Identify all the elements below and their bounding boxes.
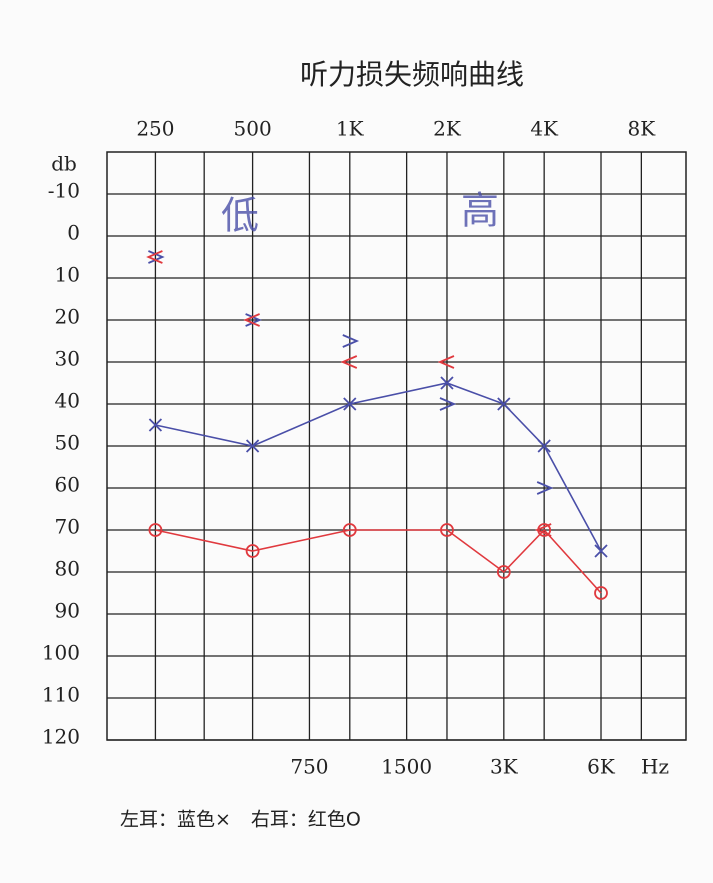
marker-x	[594, 544, 608, 558]
marker-lt	[243, 313, 260, 327]
marker-x	[245, 439, 260, 453]
x-tick-label: 2K	[433, 117, 462, 141]
x-unit: Hz	[641, 755, 669, 779]
y-tick-label: 110	[42, 683, 80, 707]
marker-x	[537, 439, 551, 453]
y-tick-label: 0	[67, 221, 80, 245]
y-tick-label: 90	[55, 599, 80, 623]
x2-tick-label: 6K	[587, 755, 616, 779]
y-tick-label: 70	[55, 515, 80, 539]
marker-o	[440, 523, 454, 537]
marker-x	[343, 397, 357, 411]
marker-o	[594, 586, 608, 600]
legend-entry: 右耳：红色O	[251, 809, 361, 831]
marker-gt	[148, 250, 165, 264]
y-tick-label: 80	[55, 557, 80, 581]
x-tick-label: 4K	[530, 117, 559, 141]
x-tick-label: 1K	[336, 117, 365, 141]
x2-tick-label: 1500	[381, 755, 432, 779]
marker-o	[245, 544, 260, 558]
x2-tick-label: 3K	[490, 755, 519, 779]
marker-gt	[245, 313, 262, 327]
y-tick-label: 10	[55, 263, 80, 287]
marker-x	[148, 418, 163, 432]
x-tick-label: 500	[234, 117, 272, 141]
x2-tick-label: 750	[290, 755, 328, 779]
y-tick-label: -10	[48, 179, 80, 203]
chart-title: 听力损失频响曲线	[300, 58, 524, 91]
hearing-line	[155, 528, 602, 594]
x-tick-label: 8K	[628, 117, 657, 141]
marker-lt	[534, 523, 552, 537]
marker-o	[342, 523, 357, 537]
x-tick-label: 250	[136, 117, 174, 141]
marker-lt	[146, 250, 163, 264]
marker-x	[497, 397, 511, 411]
y-tick-label: 50	[55, 431, 80, 455]
handwritten-note: 高	[461, 189, 499, 233]
marker-lt	[437, 355, 455, 369]
marker-gt	[342, 334, 360, 348]
y-tick-label: 30	[55, 347, 80, 371]
marker-o	[496, 565, 511, 579]
y-tick-label: 100	[42, 641, 80, 665]
handwritten-note: 低	[221, 194, 259, 238]
marker-gt	[439, 397, 457, 411]
y-tick-label: 120	[42, 725, 80, 749]
y-tick-label: 60	[55, 473, 80, 497]
y-tick-label: 40	[55, 389, 80, 413]
marker-lt	[340, 355, 358, 369]
legend-entry: 左耳：蓝色×	[120, 809, 231, 831]
marker-gt	[536, 481, 554, 495]
marker-o	[148, 523, 163, 537]
marker-x	[440, 376, 454, 390]
y-tick-label: 20	[55, 305, 80, 329]
y-axis-label: db	[51, 152, 77, 176]
